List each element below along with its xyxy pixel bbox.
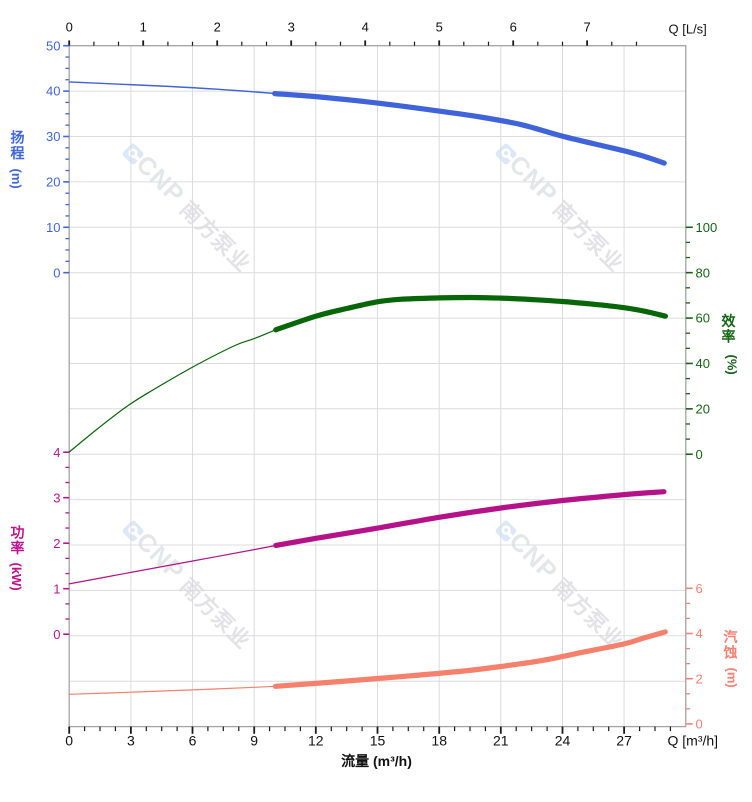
svg-text:50: 50 [46,38,60,53]
svg-text:4: 4 [362,20,369,35]
svg-text:扬: 扬 [11,130,25,146]
svg-text:12: 12 [308,733,324,749]
svg-text:0: 0 [66,20,73,35]
svg-text:率: 率 [11,540,25,556]
svg-text:7: 7 [583,20,590,35]
svg-text:6: 6 [510,20,517,35]
svg-text:Q [m³/h]: Q [m³/h] [668,733,719,749]
svg-text:0: 0 [53,627,60,642]
svg-text:4: 4 [53,445,60,460]
svg-text:27: 27 [616,733,632,749]
svg-text:80: 80 [696,265,710,280]
svg-text:21: 21 [493,733,509,749]
svg-text:1: 1 [140,20,147,35]
svg-text:4: 4 [696,626,703,641]
svg-text:(%): (%) [724,355,739,375]
svg-text:18: 18 [431,733,447,749]
svg-text:3: 3 [288,20,295,35]
svg-text:(m): (m) [724,668,739,688]
svg-text:蚀: 蚀 [723,645,738,661]
svg-text:6: 6 [189,733,197,749]
svg-text:9: 9 [250,733,258,749]
svg-text:40: 40 [46,84,60,99]
svg-text:60: 60 [696,311,710,326]
svg-text:24: 24 [555,733,571,749]
svg-text:(m): (m) [9,169,24,189]
svg-text:2: 2 [696,671,703,686]
svg-text:2: 2 [214,20,221,35]
svg-text:汽: 汽 [724,629,738,645]
svg-text:0: 0 [53,265,60,280]
svg-text:率: 率 [722,329,736,345]
svg-text:15: 15 [370,733,386,749]
svg-text:0: 0 [65,733,73,749]
svg-text:5: 5 [436,20,443,35]
svg-text:2: 2 [53,536,60,551]
svg-text:3: 3 [53,490,60,505]
svg-text:Q [L/s]: Q [L/s] [669,22,707,37]
svg-text:0: 0 [696,717,703,732]
svg-text:30: 30 [46,129,60,144]
svg-text:100: 100 [696,220,718,235]
svg-text:20: 20 [46,175,60,190]
svg-text:10: 10 [46,220,60,235]
svg-text:0: 0 [696,447,703,462]
svg-text:1: 1 [53,581,60,596]
svg-text:(kW): (kW) [9,563,24,591]
svg-text:40: 40 [696,356,710,371]
svg-text:20: 20 [696,401,710,416]
svg-text:功: 功 [11,525,25,541]
svg-text:6: 6 [696,581,703,596]
svg-text:3: 3 [127,733,135,749]
svg-text:效: 效 [722,313,737,329]
svg-text:流量 (m³/h): 流量 (m³/h) [341,753,412,769]
svg-text:程: 程 [11,145,25,161]
